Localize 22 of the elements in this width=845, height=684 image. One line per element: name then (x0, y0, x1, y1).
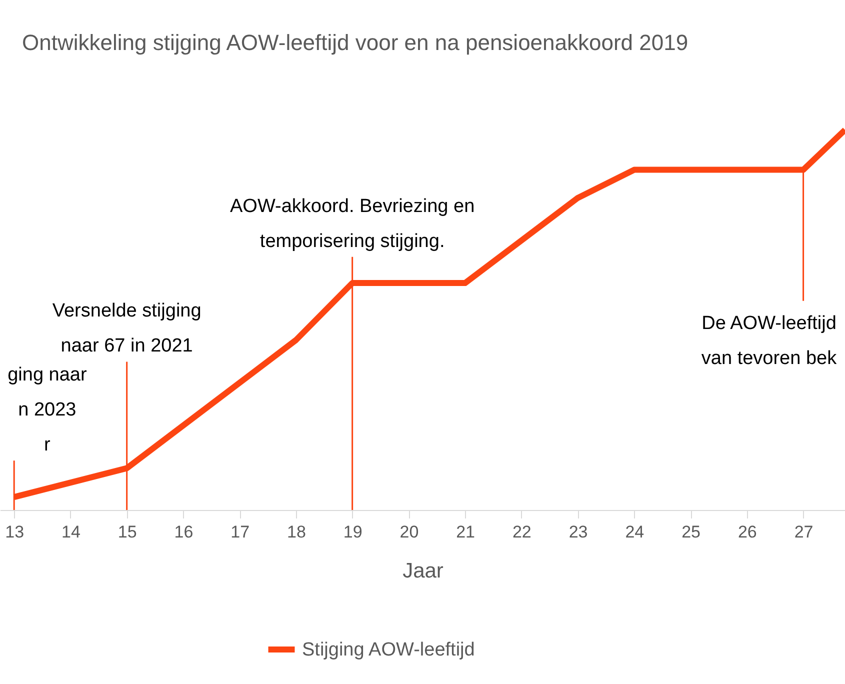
x-tick-label: 16 (174, 522, 194, 542)
x-tick-label: 19 (343, 522, 362, 542)
chart-title: Ontwikkeling stijging AOW-leeftijd voor en na pensioenakkoord 2019 (22, 30, 688, 55)
x-tick-label: 25 (682, 522, 701, 542)
legend-label: Stijging AOW-leeftijd (302, 640, 475, 660)
x-tick-label: 21 (456, 522, 476, 542)
x-tick-label: 23 (568, 522, 588, 542)
ref-line-label: Versnelde stijging naar 67 in 2021 (52, 300, 202, 357)
x-tick-label: 22 (512, 522, 532, 542)
ref-line-label: ging naar n 2023 r (8, 364, 88, 456)
x-axis-title: Jaar (402, 560, 444, 582)
ref-line-label: De AOW-leeftijd van tevoren bek (701, 312, 838, 369)
x-tick-label: 27 (794, 522, 814, 542)
x-tick-label: 13 (5, 522, 24, 542)
x-tick-label: 14 (62, 522, 80, 542)
x-tick-label: 20 (400, 522, 419, 542)
x-tick-label: 15 (118, 522, 137, 542)
x-tick-label: 24 (625, 522, 644, 542)
ref-line-label: AOW-akkoord. Bevriezing en temporisering stijging. (230, 196, 475, 252)
x-tick-label: 26 (738, 522, 757, 542)
x-tick-label: 17 (230, 522, 250, 542)
x-tick-label: 18 (286, 522, 306, 542)
